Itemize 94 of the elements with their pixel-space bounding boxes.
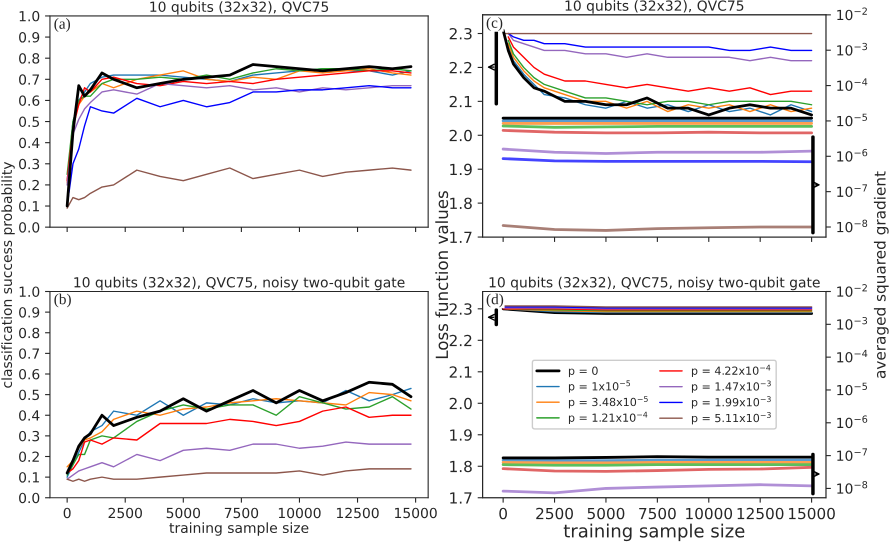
x-tick-label: 0 bbox=[64, 508, 71, 518]
y-tick-label: 1.7 bbox=[450, 492, 472, 504]
y-tick-label: 2.0 bbox=[450, 130, 472, 142]
y2-tick-label: 10$^{−2}$ bbox=[837, 284, 867, 297]
y-tick-label: 0.7 bbox=[19, 74, 40, 85]
y2-tick-label: 10$^{−5}$ bbox=[837, 114, 868, 126]
x-tick-label: 12500 bbox=[336, 508, 379, 518]
x-tick-label: 12500 bbox=[738, 508, 784, 520]
line-series bbox=[508, 32, 812, 52]
chart-title: 10 qubits (32x32), QVC75, noisy two-qubit gate bbox=[490, 276, 820, 290]
y-tick-label: 0.8 bbox=[19, 53, 40, 64]
y2-tick-label: 10$^{−7}$ bbox=[837, 184, 868, 198]
y-tick-label: 0.6 bbox=[19, 368, 40, 380]
line-series bbox=[66, 468, 412, 482]
line-series bbox=[502, 483, 813, 494]
x-tick-label: 10000 bbox=[278, 508, 321, 518]
y-tick-label: 2.3 bbox=[450, 303, 472, 315]
y-tick-label: 0.7 bbox=[19, 348, 40, 359]
y-tick-label: 0.3 bbox=[19, 430, 40, 442]
y-tick-label: 1.0 bbox=[20, 286, 40, 297]
y-tick-label: 2.2 bbox=[450, 62, 472, 74]
y-tick-label: 0.2 bbox=[19, 180, 39, 190]
y-tick-label: 2.1 bbox=[450, 96, 472, 108]
legend-label: p = 0 bbox=[568, 366, 598, 378]
y-tick-label: 0.6 bbox=[19, 95, 40, 106]
y2-tick-label: 10$^{−6}$ bbox=[837, 148, 868, 162]
y-tick-label: 2.2 bbox=[450, 334, 472, 346]
x-tick-label: 2500 bbox=[108, 508, 142, 518]
y-tick-label: 0.5 bbox=[19, 390, 40, 400]
y-tick-label: 1.0 bbox=[20, 10, 40, 22]
annotation: (c) bbox=[486, 17, 502, 31]
annotation: (b) bbox=[54, 294, 71, 308]
y2-axis-title: averaged squared gradient bbox=[874, 171, 889, 378]
x-axis-title: training sample size bbox=[564, 524, 744, 542]
y-tick-label: 1.8 bbox=[450, 460, 472, 472]
y-tick-label: 1.9 bbox=[450, 164, 472, 176]
y2-tick-label: 10$^{−4}$ bbox=[837, 350, 868, 363]
line-series bbox=[66, 406, 412, 474]
y2-tick-label: 10$^{−4}$ bbox=[837, 78, 868, 91]
line-series bbox=[66, 167, 412, 209]
y2-tick-label: 10$^{−3}$ bbox=[837, 316, 868, 330]
x-tick-label: 2500 bbox=[536, 508, 573, 520]
y-tick-label: 0.2 bbox=[19, 451, 39, 462]
legend-label: p = 4.22x10$^{−4}$ bbox=[692, 364, 770, 378]
y-tick-label: 0.9 bbox=[19, 32, 40, 43]
chart-title: 10 qubits (32x32), QVC75 bbox=[150, 1, 328, 15]
y-tick-label: 2.1 bbox=[450, 366, 472, 378]
line-series bbox=[508, 36, 812, 96]
y-tick-label: 0.8 bbox=[19, 328, 40, 338]
x-tick-label: 5000 bbox=[166, 508, 200, 518]
x-tick-label: 5000 bbox=[588, 508, 624, 520]
y2-tick-label: 10$^{−6}$ bbox=[837, 415, 868, 428]
y-tick-label: 1.9 bbox=[450, 429, 472, 441]
y-axis-title: Loss function values bbox=[435, 191, 448, 358]
legend-label: p = 5.11x10$^{−3}$ bbox=[692, 412, 771, 424]
line-series bbox=[66, 63, 412, 208]
y2-tick-label: 10$^{−8}$ bbox=[837, 220, 868, 232]
x-tick-label: 15000 bbox=[788, 508, 835, 520]
legend-label: p = 1.47x10$^{−3}$ bbox=[692, 380, 771, 393]
y-tick-label: 0.3 bbox=[19, 158, 40, 170]
legend-label: p = 1x10$^{−5}$ bbox=[568, 380, 630, 393]
x-tick-label: 7500 bbox=[639, 508, 676, 520]
annotation: (a) bbox=[54, 18, 70, 32]
line-series bbox=[508, 32, 812, 62]
y2-tick-label: 10$^{−2}$ bbox=[837, 7, 867, 20]
chart-title: 10 qubits (32x32), QVC75, noisy two-qubit gate bbox=[74, 276, 405, 290]
y-tick-label: 2.3 bbox=[450, 28, 472, 40]
y-tick-label: 0.0 bbox=[19, 222, 40, 233]
y-tick-label: 0.4 bbox=[19, 410, 40, 421]
y-tick-label: 0.4 bbox=[19, 138, 40, 148]
y2-tick-label: 10$^{−7}$ bbox=[837, 448, 868, 461]
y-tick-label: 1.7 bbox=[450, 232, 472, 243]
line-series bbox=[66, 441, 412, 480]
y-axis-title: classification success probability bbox=[1, 162, 15, 388]
x-tick-label: 7500 bbox=[224, 508, 258, 518]
x-tick-label: 15000 bbox=[395, 508, 437, 518]
y-tick-label: 0.9 bbox=[19, 307, 40, 318]
y-tick-label: 1.8 bbox=[450, 198, 472, 210]
y2-tick-label: 10$^{−5}$ bbox=[837, 382, 868, 396]
annotation: (d) bbox=[486, 294, 504, 308]
y2-tick-label: 10$^{−8}$ bbox=[837, 481, 868, 494]
x-axis-title: training sample size bbox=[169, 522, 308, 536]
y2-tick-label: 10$^{−3}$ bbox=[837, 42, 868, 56]
legend-label: p = 1.99x10$^{−3}$ bbox=[692, 396, 771, 409]
legend-label: p = 1.21x10$^{−4}$ bbox=[568, 412, 648, 424]
y-tick-label: 2.0 bbox=[450, 398, 472, 410]
chart-title: 10 qubits (32x32), QVC75 bbox=[566, 0, 744, 14]
y-tick-label: 0.0 bbox=[19, 492, 40, 504]
x-tick-label: 0 bbox=[499, 508, 507, 520]
x-tick-label: 10000 bbox=[686, 508, 732, 520]
legend-label: p = 3.48x10$^{−5}$ bbox=[568, 396, 648, 408]
y-tick-label: 0.5 bbox=[19, 116, 40, 128]
y-tick-label: 0.1 bbox=[19, 201, 39, 212]
y-tick-label: 0.1 bbox=[19, 472, 39, 483]
